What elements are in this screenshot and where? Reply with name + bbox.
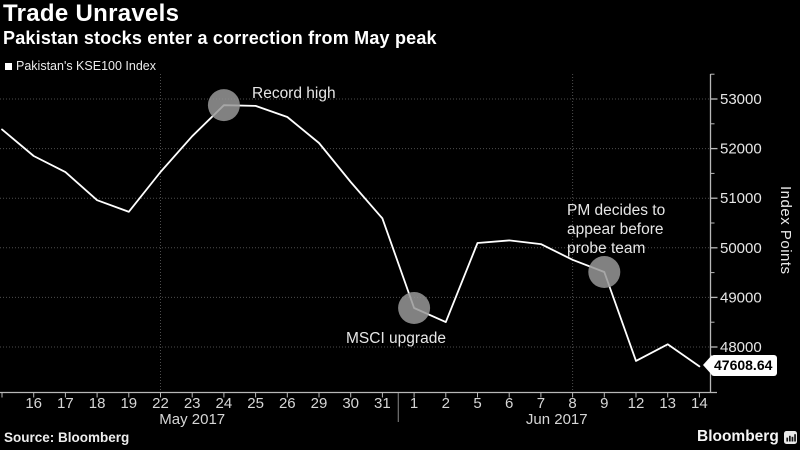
source-credit: Source: Bloomberg [4,430,130,445]
x-day-label: 24 [216,395,233,412]
y-tick-label: 48000 [720,339,762,356]
page-title: Trade Unravels [3,0,180,27]
x-month-label: May 2017 [159,411,225,428]
y-tick-label: 53000 [720,91,762,108]
y-tick-label: 49000 [720,289,762,306]
x-month-label: Jun 2017 [526,411,588,428]
bloomberg-terminal-icon [783,430,797,444]
x-day-label: 5 [473,395,481,412]
x-day-label: 25 [247,395,264,412]
x-day-label: 18 [89,395,106,412]
x-day-label: 19 [120,395,137,412]
chart-subtitle: Pakistan stocks enter a correction from … [3,28,437,48]
legend-square-icon [5,62,12,70]
annotation-record-high: Record high [252,84,336,103]
y-tick-label: 51000 [720,190,762,207]
annotation-pm-probe: PM decides to appear before probe team [567,201,665,258]
x-day-label: 17 [57,395,74,412]
event-marker-circle [207,89,240,122]
annotation-text-line: MSCI upgrade [346,330,446,347]
y-axis-title: Index Points [777,186,794,275]
annotation-text-line: Record high [252,85,336,102]
annotation-text-line: probe team [567,240,646,257]
x-day-label: 12 [628,395,645,412]
last-price-label: 47608.64 [702,355,778,376]
series-line [1,104,701,368]
legend: Pakistan's KSE100 Index [5,59,156,73]
x-day-label: 26 [279,395,296,412]
x-day-label: 6 [505,395,513,412]
x-day-label: 9 [600,395,608,412]
x-day-label: 8 [568,395,576,412]
x-day-label: 16 [25,395,42,412]
x-day-label: 14 [691,395,708,412]
annotation-text-line: PM decides to [567,202,666,219]
legend-label: Pakistan's KSE100 Index [16,59,156,73]
x-day-label: 30 [342,395,359,412]
x-day-label: 22 [152,395,169,412]
annotation-msci-upgrade: MSCI upgrade [346,329,446,348]
event-marker-circle [588,256,621,289]
x-day-label: 23 [184,395,201,412]
x-day-label: 13 [659,395,676,412]
x-day-label: 7 [537,395,545,412]
x-day-label: 1 [410,395,418,412]
y-tick-label: 52000 [720,141,762,158]
x-day-label: 2 [442,395,450,412]
x-day-label: 29 [311,395,328,412]
y-tick-label: 50000 [720,240,762,257]
brand-logo: Bloomberg [697,428,797,446]
event-marker-circle [398,292,431,325]
annotation-text-line: appear before [567,221,664,238]
brand-name: Bloomberg [697,428,779,445]
x-day-label: 31 [374,395,391,412]
